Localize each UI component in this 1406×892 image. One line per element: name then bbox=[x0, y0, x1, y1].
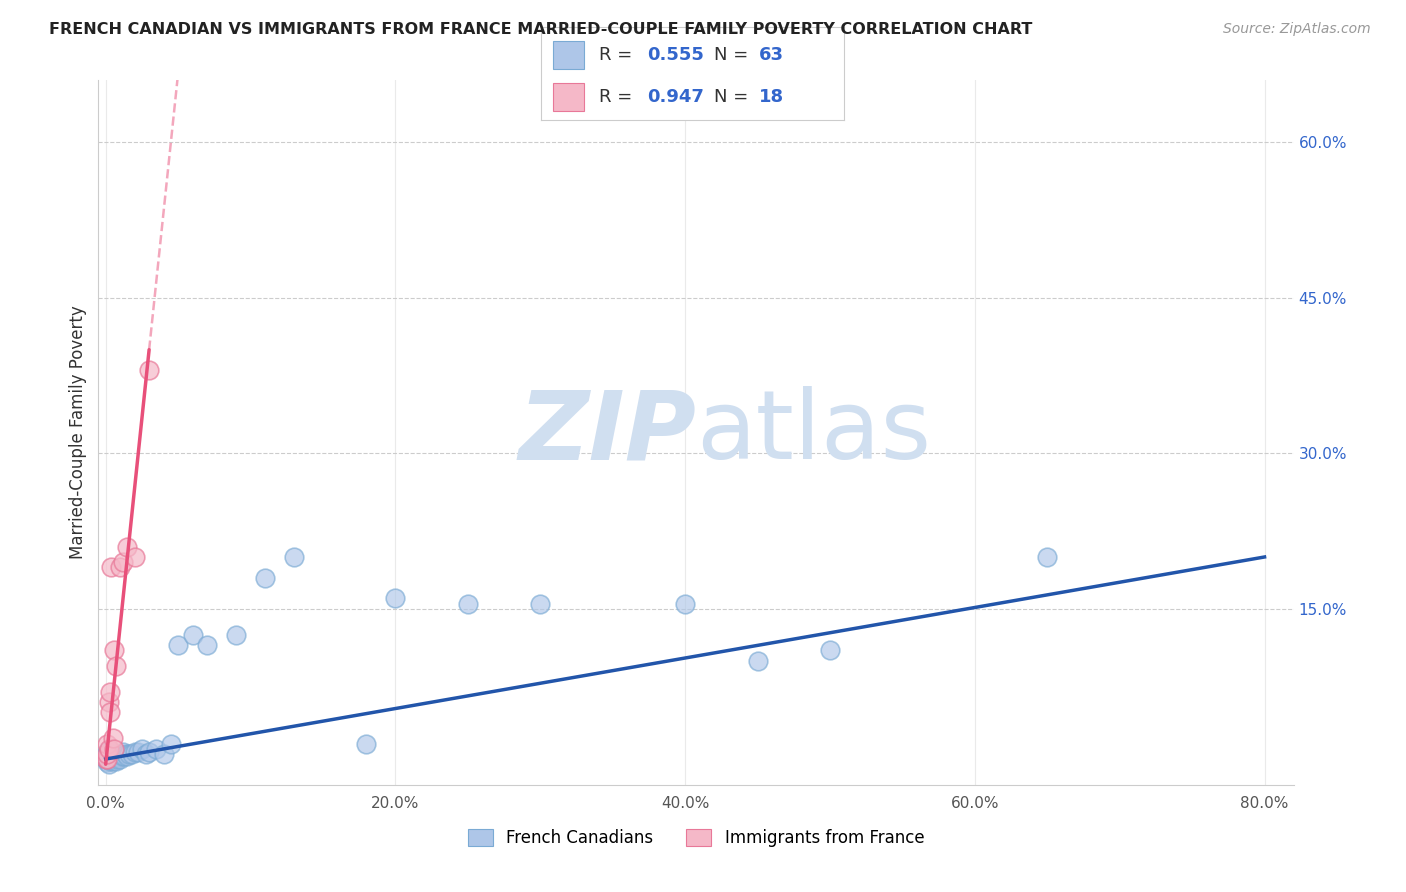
Point bbox=[1036, 549, 1059, 564]
Point bbox=[135, 747, 157, 761]
Point bbox=[115, 747, 138, 761]
Point bbox=[103, 747, 125, 761]
Point bbox=[167, 638, 190, 652]
Point bbox=[457, 597, 479, 611]
Bar bbox=[554, 41, 583, 69]
Point bbox=[124, 745, 146, 759]
Point bbox=[181, 628, 204, 642]
Point bbox=[96, 747, 118, 761]
Point bbox=[384, 591, 406, 606]
Text: atlas: atlas bbox=[696, 386, 931, 479]
Text: Source: ZipAtlas.com: Source: ZipAtlas.com bbox=[1223, 22, 1371, 37]
Point bbox=[121, 747, 143, 761]
Point bbox=[104, 658, 127, 673]
Text: 0.947: 0.947 bbox=[647, 88, 704, 106]
Point bbox=[138, 363, 160, 377]
Point bbox=[96, 745, 118, 759]
Point bbox=[529, 597, 551, 611]
Point bbox=[118, 747, 141, 761]
Point bbox=[101, 754, 124, 768]
Text: N =: N = bbox=[714, 45, 754, 64]
Point bbox=[100, 747, 122, 761]
Point bbox=[96, 752, 118, 766]
Bar bbox=[554, 83, 583, 111]
Point bbox=[97, 750, 120, 764]
Text: 0.555: 0.555 bbox=[647, 45, 704, 64]
Point bbox=[98, 752, 121, 766]
Y-axis label: Married-Couple Family Poverty: Married-Couple Family Poverty bbox=[69, 306, 87, 559]
Point bbox=[124, 549, 146, 564]
Point bbox=[138, 745, 160, 759]
Point bbox=[253, 571, 276, 585]
Point bbox=[105, 748, 128, 763]
Point bbox=[112, 745, 135, 759]
Point bbox=[97, 741, 120, 756]
Point bbox=[103, 752, 125, 766]
Point bbox=[101, 731, 124, 746]
Text: R =: R = bbox=[599, 45, 638, 64]
Text: 63: 63 bbox=[759, 45, 785, 64]
Point bbox=[818, 643, 841, 657]
Point bbox=[98, 706, 121, 720]
Legend: French Canadians, Immigrants from France: French Canadians, Immigrants from France bbox=[461, 822, 931, 855]
Point bbox=[100, 752, 122, 766]
Point bbox=[152, 747, 174, 761]
Point bbox=[104, 750, 127, 764]
Point bbox=[110, 748, 132, 763]
Point bbox=[103, 643, 125, 657]
Point bbox=[96, 747, 118, 761]
Point bbox=[101, 751, 124, 765]
Point bbox=[94, 748, 117, 763]
Text: FRENCH CANADIAN VS IMMIGRANTS FROM FRANCE MARRIED-COUPLE FAMILY POVERTY CORRELAT: FRENCH CANADIAN VS IMMIGRANTS FROM FRANC… bbox=[49, 22, 1032, 37]
Point bbox=[108, 747, 131, 761]
Point bbox=[98, 748, 121, 763]
Point bbox=[101, 747, 124, 761]
Point bbox=[96, 755, 118, 769]
Point bbox=[100, 748, 122, 763]
Point bbox=[117, 748, 139, 763]
Point bbox=[114, 748, 136, 763]
Point bbox=[94, 752, 117, 766]
Point bbox=[673, 597, 696, 611]
Point bbox=[96, 737, 118, 751]
Point bbox=[160, 737, 183, 751]
Point bbox=[97, 745, 120, 759]
Point bbox=[98, 754, 121, 768]
Point bbox=[131, 741, 153, 756]
Point bbox=[98, 684, 121, 698]
Point bbox=[104, 754, 127, 768]
Text: 18: 18 bbox=[759, 88, 785, 106]
Point bbox=[105, 752, 128, 766]
Point bbox=[117, 540, 139, 554]
Point bbox=[127, 745, 149, 759]
Point bbox=[747, 654, 769, 668]
Point bbox=[94, 752, 117, 766]
Point bbox=[104, 747, 127, 761]
Point bbox=[112, 555, 135, 569]
Point bbox=[97, 757, 120, 772]
Point bbox=[97, 747, 120, 761]
Point bbox=[101, 748, 124, 763]
Point bbox=[356, 737, 378, 751]
Point bbox=[97, 752, 120, 766]
Point bbox=[100, 745, 122, 759]
Text: N =: N = bbox=[714, 88, 754, 106]
Point bbox=[283, 549, 305, 564]
Text: ZIP: ZIP bbox=[517, 386, 696, 479]
Point bbox=[98, 747, 121, 761]
Point bbox=[103, 741, 125, 756]
Point bbox=[195, 638, 218, 652]
Point bbox=[108, 560, 131, 574]
Point bbox=[225, 628, 247, 642]
Point bbox=[97, 695, 120, 709]
Point bbox=[107, 750, 129, 764]
Point bbox=[108, 752, 131, 766]
Point bbox=[96, 752, 118, 766]
Text: R =: R = bbox=[599, 88, 638, 106]
Point bbox=[100, 560, 122, 574]
Point bbox=[145, 741, 167, 756]
Point bbox=[96, 748, 118, 763]
